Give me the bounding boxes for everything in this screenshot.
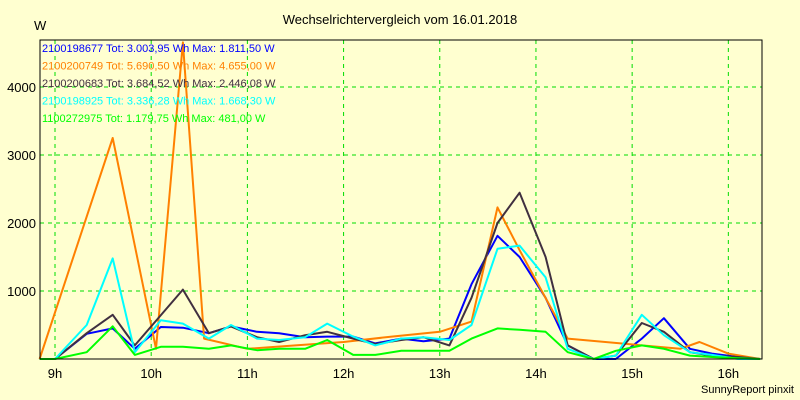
- x-tick-label: 15h: [621, 366, 643, 381]
- plot-frame: [39, 39, 763, 360]
- series-line-1100272975: [39, 325, 761, 360]
- chart-title: Wechselrichtervergleich vom 16.01.2018: [283, 12, 518, 27]
- x-tick-label: 12h: [333, 366, 355, 381]
- legend-entry-2100200749: 2100200749 Tot: 5.690,50 Wh Max: 4.655,0…: [42, 61, 276, 73]
- y-tick-label: 3000: [7, 148, 36, 163]
- legend-entry-2100200683: 2100200683 Tot: 3.684,52 Wh Max: 2.446,0…: [42, 78, 276, 90]
- y-tick-label: 2000: [7, 216, 36, 231]
- x-tick-label: 13h: [429, 366, 451, 381]
- y-tick-label: 1000: [7, 284, 36, 299]
- series-lines: [38, 41, 761, 360]
- legend: 2100198677 Tot: 3.003,95 Wh Max: 1.811,5…: [42, 43, 276, 125]
- grid: [40, 40, 762, 359]
- x-tick-label: 9h: [48, 366, 62, 381]
- axis-ticks: 9h 10h 11h 12h 13h 14h 15h 16h 1000 2000 3000 4000: [7, 80, 739, 381]
- legend-entry-2100198925: 2100198925 Tot: 3.336,28 Wh Max: 1.668,3…: [42, 96, 276, 108]
- footer-credit: SunnyReport pinxit: [701, 384, 794, 396]
- series-line-2100198925: [39, 244, 761, 360]
- legend-entry-2100198677: 2100198677 Tot: 3.003,95 Wh Max: 1.811,5…: [42, 43, 275, 55]
- y-axis-label: W: [34, 18, 47, 33]
- legend-entry-1100272975: 1100272975 Tot: 1.179,75 Wh Max: 481,00 …: [42, 113, 266, 125]
- x-tick-label: 10h: [140, 366, 162, 381]
- y-tick-label: 4000: [7, 80, 36, 95]
- x-tick-label: 14h: [525, 366, 547, 381]
- x-tick-label: 11h: [237, 366, 258, 381]
- x-tick-label: 16h: [717, 366, 739, 381]
